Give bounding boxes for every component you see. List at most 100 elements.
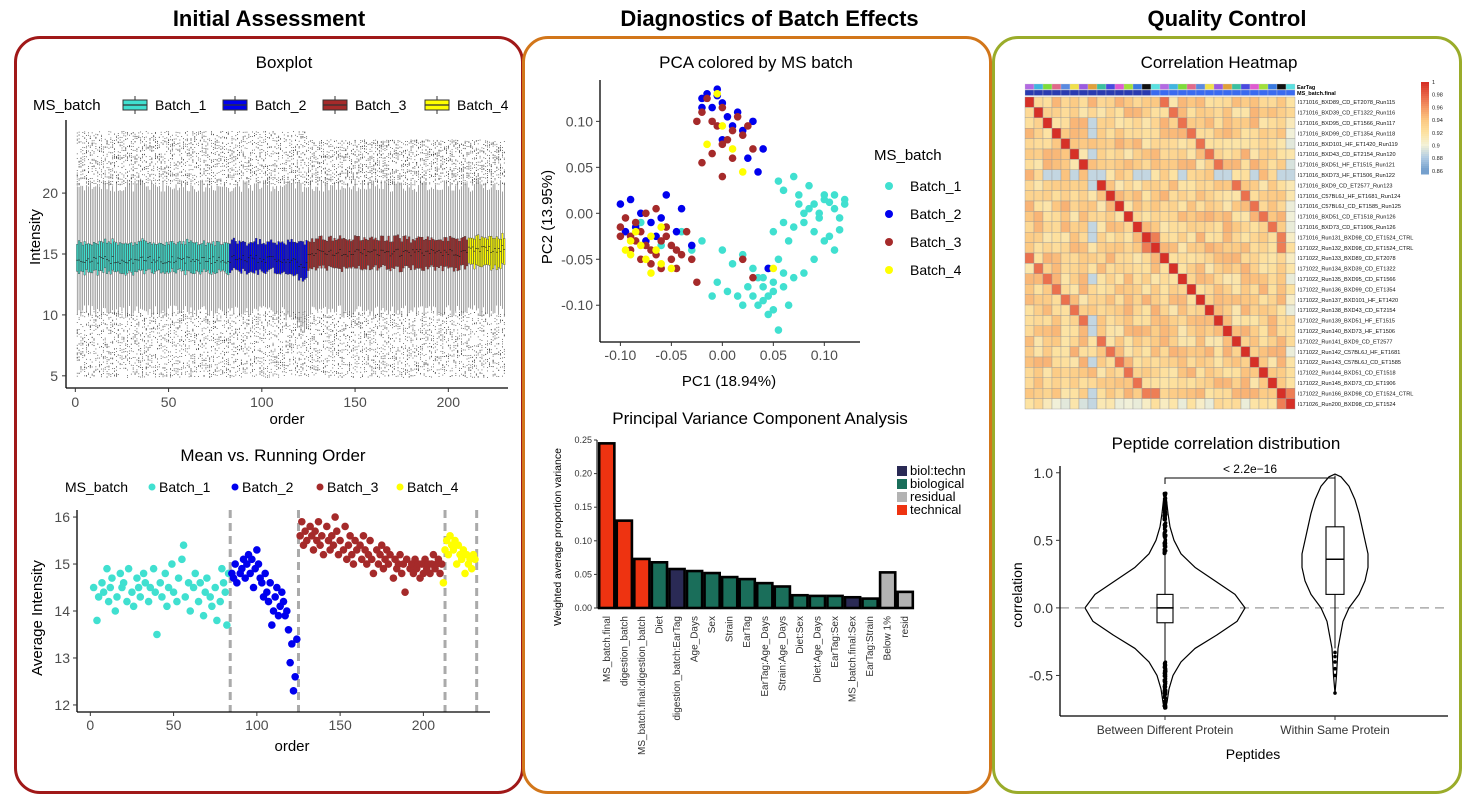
outlier-point bbox=[76, 175, 78, 177]
box-iqr bbox=[188, 242, 191, 272]
outlier-point bbox=[132, 166, 134, 168]
outlier-point bbox=[216, 338, 218, 340]
outlier-point bbox=[252, 140, 253, 141]
box-iqr bbox=[137, 241, 140, 270]
outlier-point bbox=[143, 153, 145, 155]
box-iqr bbox=[141, 238, 144, 271]
outlier-point bbox=[300, 353, 302, 355]
box-iqr bbox=[406, 239, 409, 267]
outlier-point bbox=[252, 321, 253, 323]
outlier-point bbox=[296, 165, 298, 167]
outlier-point bbox=[308, 162, 309, 164]
outlier-point bbox=[153, 327, 155, 329]
outlier-point bbox=[190, 318, 192, 320]
outlier-point bbox=[287, 335, 289, 337]
box-iqr bbox=[150, 244, 153, 273]
box-iqr bbox=[162, 244, 164, 273]
outlier-point bbox=[239, 313, 240, 315]
box-iqr bbox=[180, 243, 183, 272]
outlier-point bbox=[255, 317, 257, 318]
outlier-point bbox=[104, 181, 106, 182]
outlier-point bbox=[278, 140, 280, 142]
outlier-point bbox=[127, 323, 128, 325]
outlier-point bbox=[313, 339, 315, 341]
outlier-point bbox=[183, 316, 184, 318]
outlier-point bbox=[170, 376, 171, 378]
outlier-point bbox=[127, 331, 128, 333]
outlier-point bbox=[84, 156, 86, 157]
outlier-point bbox=[112, 323, 114, 325]
outlier-point bbox=[89, 329, 91, 330]
outlier-point bbox=[317, 172, 319, 173]
outlier-point bbox=[170, 336, 171, 338]
outlier-point bbox=[309, 338, 311, 340]
outlier-point bbox=[203, 333, 205, 334]
outlier-point bbox=[76, 359, 78, 361]
outlier-point bbox=[192, 132, 194, 134]
outlier-point bbox=[278, 320, 280, 322]
outlier-point bbox=[233, 360, 235, 362]
outlier-point bbox=[173, 165, 175, 166]
outlier-point bbox=[117, 311, 119, 313]
outlier-point bbox=[84, 169, 86, 171]
outlier-point bbox=[151, 362, 153, 363]
outlier-point bbox=[267, 174, 268, 176]
outlier-point bbox=[272, 344, 274, 345]
outlier-point bbox=[227, 360, 229, 362]
outlier-point bbox=[268, 165, 270, 166]
outlier-point bbox=[192, 328, 194, 330]
outlier-point bbox=[263, 373, 265, 375]
outlier-point bbox=[220, 165, 222, 167]
outlier-point bbox=[117, 342, 119, 344]
outlier-point bbox=[129, 145, 130, 146]
outlier-point bbox=[199, 364, 201, 366]
outlier-point bbox=[285, 352, 287, 353]
outlier-point bbox=[315, 366, 317, 368]
outlier-point bbox=[140, 353, 142, 355]
box-iqr bbox=[253, 241, 256, 274]
outlier-point bbox=[130, 168, 132, 170]
outlier-point bbox=[179, 326, 181, 328]
outlier-point bbox=[158, 176, 160, 177]
outlier-point bbox=[296, 170, 298, 172]
outlier-point bbox=[147, 146, 149, 148]
outlier-point bbox=[263, 150, 265, 152]
outlier-point bbox=[80, 177, 82, 179]
outlier-point bbox=[140, 362, 142, 363]
outlier-point bbox=[97, 171, 99, 173]
outlier-point bbox=[263, 328, 265, 329]
outlier-point bbox=[183, 314, 184, 315]
outlier-point bbox=[296, 362, 298, 364]
outlier-point bbox=[295, 327, 296, 328]
outlier-point bbox=[216, 148, 218, 149]
outlier-point bbox=[192, 159, 194, 161]
outlier-point bbox=[190, 312, 192, 314]
outlier-point bbox=[240, 146, 242, 148]
outlier-point bbox=[274, 371, 276, 372]
outlier-point bbox=[212, 340, 214, 342]
outlier-point bbox=[287, 351, 289, 353]
outlier-point bbox=[270, 165, 272, 167]
outlier-point bbox=[239, 166, 240, 168]
box-iqr bbox=[156, 244, 159, 271]
outlier-point bbox=[222, 174, 224, 176]
outlier-point bbox=[99, 371, 101, 373]
outlier-point bbox=[250, 330, 252, 332]
outlier-point bbox=[278, 317, 280, 318]
outlier-point bbox=[125, 316, 127, 318]
outlier-point bbox=[101, 151, 102, 153]
outlier-point bbox=[110, 184, 112, 185]
outlier-point bbox=[190, 375, 192, 377]
outlier-point bbox=[164, 370, 166, 371]
outlier-point bbox=[160, 161, 162, 163]
outlier-point bbox=[93, 140, 95, 142]
outlier-point bbox=[194, 324, 196, 326]
outlier-point bbox=[132, 135, 134, 137]
box-iqr bbox=[208, 242, 211, 274]
outlier-point bbox=[216, 172, 218, 174]
outlier-point bbox=[319, 141, 321, 143]
outlier-point bbox=[259, 134, 261, 135]
outlier-point bbox=[86, 367, 87, 369]
outlier-point bbox=[138, 360, 140, 362]
outlier-point bbox=[80, 166, 82, 168]
